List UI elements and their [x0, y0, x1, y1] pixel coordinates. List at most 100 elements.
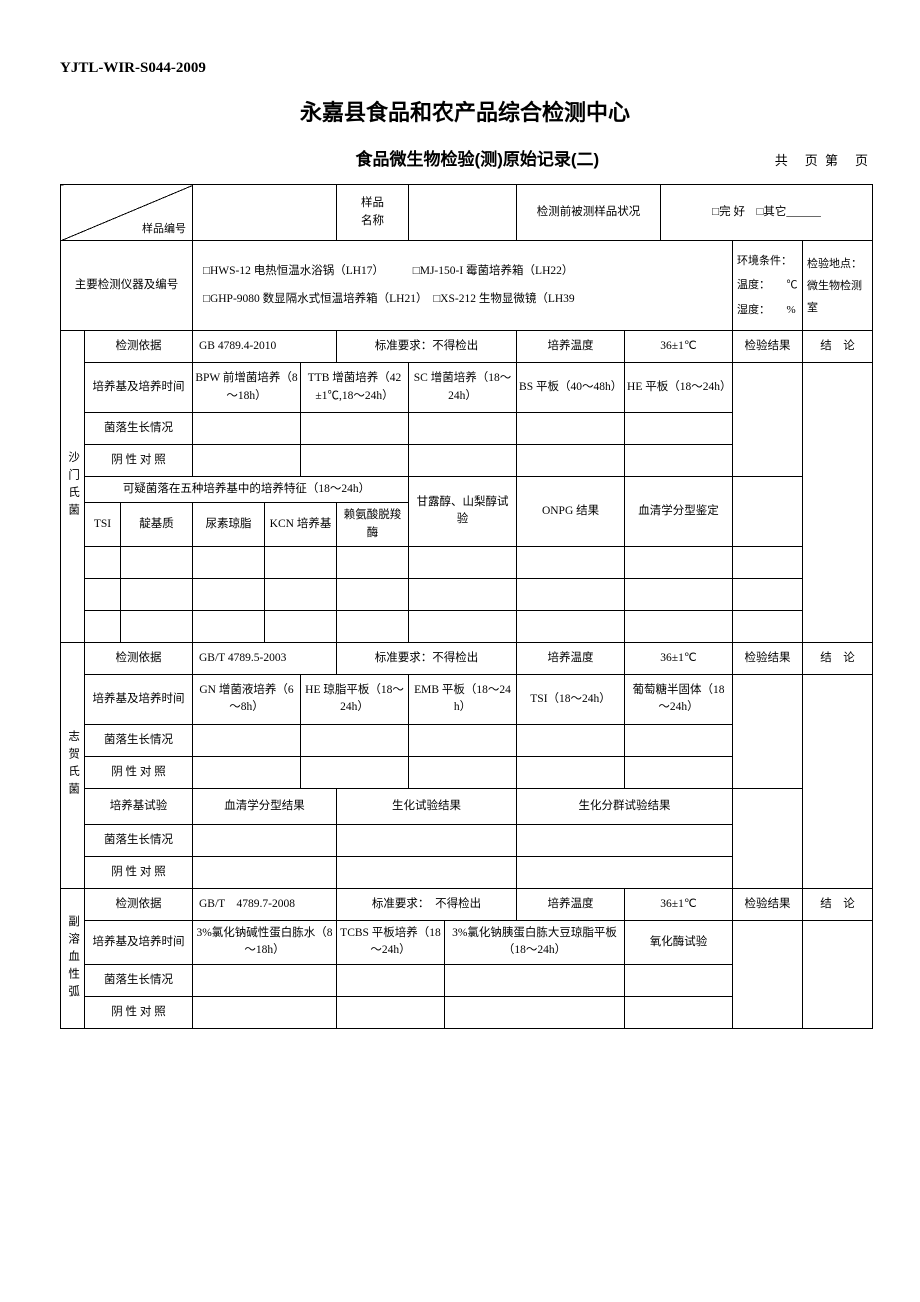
shi-g2-3[interactable]: [517, 824, 733, 856]
sal-r2-2[interactable]: [121, 578, 193, 610]
vib-growth-3[interactable]: [445, 964, 625, 996]
sal-r3-6[interactable]: [409, 610, 517, 642]
sal-growth-4[interactable]: [517, 413, 625, 445]
sal-neg-4[interactable]: [517, 445, 625, 477]
sal-kcn: KCN 培养基: [265, 503, 337, 547]
sal-neg-2[interactable]: [301, 445, 409, 477]
vib-growth-2[interactable]: [337, 964, 445, 996]
vib-std-req: 标准要求： 不得检出: [337, 888, 517, 920]
sal-r1-1[interactable]: [85, 546, 121, 578]
sal-r1-7[interactable]: [517, 546, 625, 578]
vib-soy: 3%氯化钠胰蛋白胨大豆琼脂平板（18～24h）: [445, 920, 625, 964]
sal-he: HE 平板（18～24h）: [625, 363, 733, 413]
sal-r2-8[interactable]: [625, 578, 733, 610]
sample-no-value[interactable]: [193, 185, 337, 241]
sal-result-value[interactable]: [733, 363, 803, 477]
sal-neg-1[interactable]: [193, 445, 301, 477]
vib-neg-3[interactable]: [445, 996, 625, 1028]
vib-temp-value: 36±1℃: [625, 888, 733, 920]
shi-result-label: 检验结果: [733, 642, 803, 674]
humid-label: 湿度： %: [737, 304, 796, 316]
sal-growth-3[interactable]: [409, 413, 517, 445]
sal-r2-6[interactable]: [409, 578, 517, 610]
sal-r3-3[interactable]: [193, 610, 265, 642]
shi-neg-1[interactable]: [193, 756, 301, 788]
subtitle: 食品微生物检验(测)原始记录(二): [60, 145, 775, 170]
sal-r3-4[interactable]: [265, 610, 337, 642]
sal-r3-8[interactable]: [625, 610, 733, 642]
shi-result-value[interactable]: [733, 674, 803, 788]
shi-neg-4[interactable]: [517, 756, 625, 788]
shi-n2-1[interactable]: [193, 856, 337, 888]
sal-growth-2[interactable]: [301, 413, 409, 445]
page-info: 共 页 第 页: [775, 150, 870, 169]
sal-r3-1[interactable]: [85, 610, 121, 642]
shi-growth-4[interactable]: [517, 724, 625, 756]
sal-r2-7[interactable]: [517, 578, 625, 610]
page-wrapper: YJTL-WIR-S044-2009 永嘉县食品和农产品综合检测中心 食品微生物…: [60, 60, 870, 1029]
shi-growth-label: 菌落生长情况: [85, 724, 193, 756]
shi-he: HE 琼脂平板（18～24h）: [301, 674, 409, 724]
sal-r2-3[interactable]: [193, 578, 265, 610]
shi-n2-3[interactable]: [517, 856, 733, 888]
vib-neg-1[interactable]: [193, 996, 337, 1028]
vib-growth-label: 菌落生长情况: [85, 964, 193, 996]
shi-result2-value[interactable]: [733, 788, 803, 888]
shi-gn: GN 增菌液培养（6～8h）: [193, 674, 301, 724]
sal-r3-5[interactable]: [337, 610, 409, 642]
shi-g2-2[interactable]: [337, 824, 517, 856]
sal-bpw: BPW 前增菌培养（8～18h）: [193, 363, 301, 413]
shi-conclusion-label: 结 论: [803, 642, 873, 674]
sal-r3-9[interactable]: [733, 610, 803, 642]
sal-r2-9[interactable]: [733, 578, 803, 610]
sal-r1-4[interactable]: [265, 546, 337, 578]
vib-negctrl-label: 阴 性 对 照: [85, 996, 193, 1028]
shi-growth-5[interactable]: [625, 724, 733, 756]
sal-temp-value: 36±1℃: [625, 331, 733, 363]
vib-growth-1[interactable]: [193, 964, 337, 996]
sal-r2-5[interactable]: [337, 578, 409, 610]
shi-mediumtest-label: 培养基试验: [85, 788, 193, 824]
sal-r3-7[interactable]: [517, 610, 625, 642]
status-options[interactable]: □完 好 □其它______: [661, 185, 873, 241]
vib-nacl: 3%氯化钠碱性蛋白胨水（8～18h）: [193, 920, 337, 964]
vib-neg-4[interactable]: [625, 996, 733, 1028]
shi-neg-5[interactable]: [625, 756, 733, 788]
shi-negctrl-label: 阴 性 对 照: [85, 756, 193, 788]
vib-growth-4[interactable]: [625, 964, 733, 996]
sal-growth-5[interactable]: [625, 413, 733, 445]
sal-sero: 血清学分型鉴定: [625, 477, 733, 547]
sample-name-label: 样品 名称: [337, 185, 409, 241]
sal-result2-head[interactable]: [733, 477, 803, 547]
vib-result-value[interactable]: [733, 920, 803, 1028]
sal-neg-3[interactable]: [409, 445, 517, 477]
vib-neg-2[interactable]: [337, 996, 445, 1028]
shi-g2-1[interactable]: [193, 824, 337, 856]
shi-negctrl2-label: 阴 性 对 照: [85, 856, 193, 888]
sal-conclusion-value[interactable]: [803, 363, 873, 643]
shi-growth-2[interactable]: [301, 724, 409, 756]
sal-r3-2[interactable]: [121, 610, 193, 642]
sal-r2-4[interactable]: [265, 578, 337, 610]
sal-r2-1[interactable]: [85, 578, 121, 610]
sal-r1-8[interactable]: [625, 546, 733, 578]
sal-r1-5[interactable]: [337, 546, 409, 578]
shi-neg-2[interactable]: [301, 756, 409, 788]
sal-r1-9[interactable]: [733, 546, 803, 578]
sal-neg-5[interactable]: [625, 445, 733, 477]
shi-growth-3[interactable]: [409, 724, 517, 756]
sal-growth-1[interactable]: [193, 413, 301, 445]
shi-temp-value: 36±1℃: [625, 642, 733, 674]
sample-name-value[interactable]: [409, 185, 517, 241]
sal-r1-6[interactable]: [409, 546, 517, 578]
shi-n2-2[interactable]: [337, 856, 517, 888]
instruments-list[interactable]: □HWS-12 电热恒温水浴锅（LH17） □MJ-150-I 霉菌培养箱（LH…: [193, 241, 733, 331]
shi-std-req: 标准要求：不得检出: [337, 642, 517, 674]
sal-r1-3[interactable]: [193, 546, 265, 578]
vib-conclusion-value[interactable]: [803, 920, 873, 1028]
shi-neg-3[interactable]: [409, 756, 517, 788]
shi-growth-1[interactable]: [193, 724, 301, 756]
instrument-label: 主要检测仪器及编号: [61, 241, 193, 331]
sal-r1-2[interactable]: [121, 546, 193, 578]
shi-conclusion-value[interactable]: [803, 674, 873, 888]
